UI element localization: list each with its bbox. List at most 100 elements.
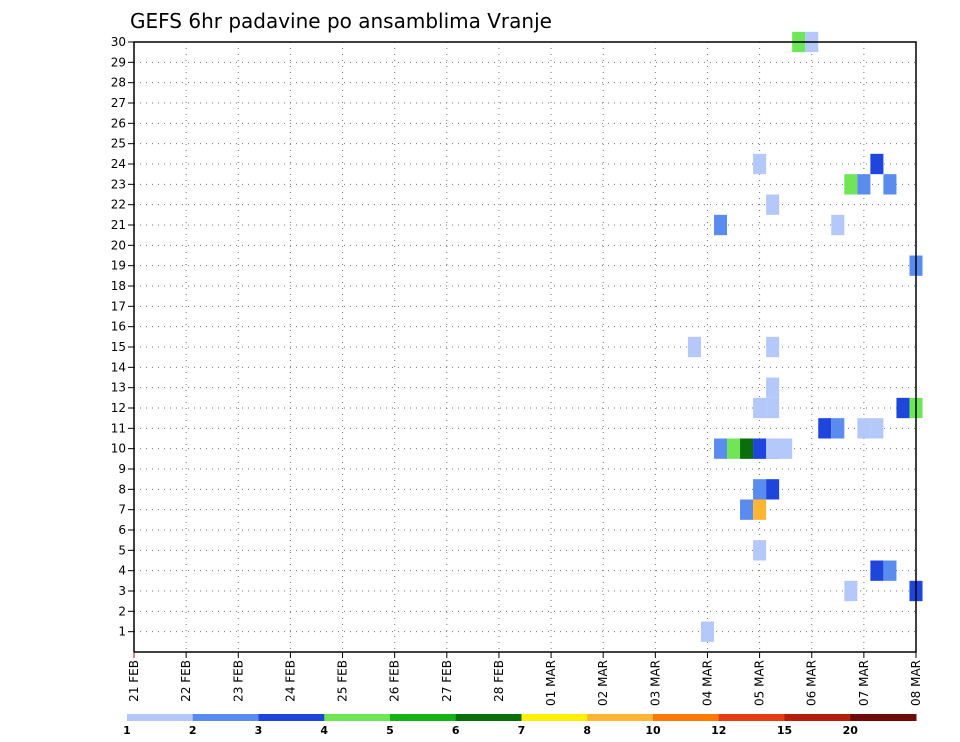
legend-label: 12 [711,724,726,737]
x-tick-label: 03 MAR [648,660,662,706]
y-tick-label: 18 [111,279,126,293]
precipitation-cell [870,418,884,439]
x-tick-label: 04 MAR [700,660,714,706]
precipitation-cell [753,540,767,561]
precipitation-cell [870,153,884,175]
legend-label: 7 [518,724,526,737]
x-tick-label: 01 MAR [544,660,558,706]
legend-swatch [784,714,851,721]
y-tick-label: 12 [111,401,126,415]
legend-swatch [455,714,522,721]
precipitation-cell [896,397,910,419]
chart-title: GEFS 6hr padavine po ansamblima Vranje [130,9,552,33]
precipitation-cell [857,174,871,195]
legend-label: 6 [452,724,460,737]
x-tick-label: 08 MAR [909,660,923,706]
legend-label: 5 [386,724,394,737]
grid [133,41,917,652]
x-tick-label: 22 FEB [179,660,193,702]
precipitation-cell [818,418,832,439]
x-tick-label: 06 MAR [805,660,819,706]
legend-swatch [587,714,654,721]
precipitation-cell [753,153,767,175]
legend-label: 8 [583,724,591,737]
y-tick-label: 1 [118,625,126,639]
precipitation-cell [831,214,845,236]
y-tick-label: 10 [111,442,126,456]
legend-label: 3 [255,724,263,737]
legend-swatch [718,714,785,721]
precipitation-cell [740,499,754,520]
legend-label: 4 [320,724,328,737]
precipitation-cell [766,194,780,215]
precipitation-cell [766,377,780,398]
precipitation-cell [753,499,767,520]
legend-swatch [127,714,194,721]
y-tick-label: 7 [118,503,126,517]
x-tick-label: 27 FEB [440,660,454,702]
legend-label: 20 [843,724,859,737]
y-tick-label: 15 [111,340,126,354]
precipitation-cell [713,214,728,236]
x-tick-label: 25 FEB [336,660,350,702]
y-tick-label: 3 [118,584,126,598]
legend-swatch [324,714,391,721]
legend-swatch [850,714,917,721]
precipitation-cell [870,560,884,581]
precipitation-cell [753,438,767,459]
y-tick-label: 5 [118,543,126,557]
y-tick-label: 16 [111,320,126,334]
x-tick-label: 24 FEB [283,660,297,702]
legend-swatch [390,714,457,721]
y-tick-label: 21 [111,218,126,232]
y-tick-label: 22 [111,198,126,212]
precipitation-cell [753,479,767,500]
y-tick-label: 24 [111,157,126,171]
precipitation-cell [753,397,767,419]
x-tick-label: 26 FEB [388,660,402,702]
y-tick-label: 19 [111,259,126,273]
legend-label: 15 [777,724,792,737]
precipitation-cell [857,418,871,439]
precipitation-cell [700,621,714,642]
precipitation-cell [727,438,741,459]
y-tick-label: 14 [111,360,126,374]
precipitation-cell [766,479,780,500]
y-tick-label: 13 [111,381,126,395]
y-tick-label: 6 [118,523,126,537]
y-tick-label: 23 [111,177,126,191]
y-axis: 1234567891011121314151617181920212223242… [111,35,134,639]
y-tick-label: 11 [111,421,126,435]
x-tick-label: 23 FEB [231,660,245,702]
y-tick-label: 4 [118,564,126,578]
x-axis: 21 FEB 22 FEB 23 FEB 24 FEB 25 FEB 26 FEB 27 F… [127,652,923,706]
y-tick-label: 2 [118,604,126,618]
precipitation-cell [844,580,858,602]
precipitation-cell [766,438,780,459]
precipitation-cells [687,31,923,642]
y-tick-label: 28 [111,76,126,90]
legend-swatch [653,714,720,721]
precipitation-cell [831,418,845,439]
color-legend: 1 2 3 4 5 6 7 8 10 12 15 20 [123,714,917,737]
y-tick-label: 25 [111,137,126,151]
precipitation-cell [713,438,728,459]
y-tick-label: 29 [111,55,126,69]
precipitation-cell [779,438,793,459]
x-tick-label: 21 FEB [127,660,141,702]
precipitation-cell [844,174,858,195]
y-tick-label: 9 [118,462,126,476]
y-tick-label: 27 [111,96,126,110]
y-tick-label: 17 [111,299,126,313]
legend-swatch [521,714,588,721]
precipitation-cell [883,174,897,195]
y-tick-label: 20 [111,238,126,252]
precipitation-cell [883,560,897,581]
legend-label: 2 [189,724,197,737]
x-tick-label: 05 MAR [753,660,767,706]
precipitation-cell [766,336,780,358]
legend-label: 10 [645,724,661,737]
precipitation-cell [687,336,701,358]
y-tick-label: 8 [118,482,126,496]
